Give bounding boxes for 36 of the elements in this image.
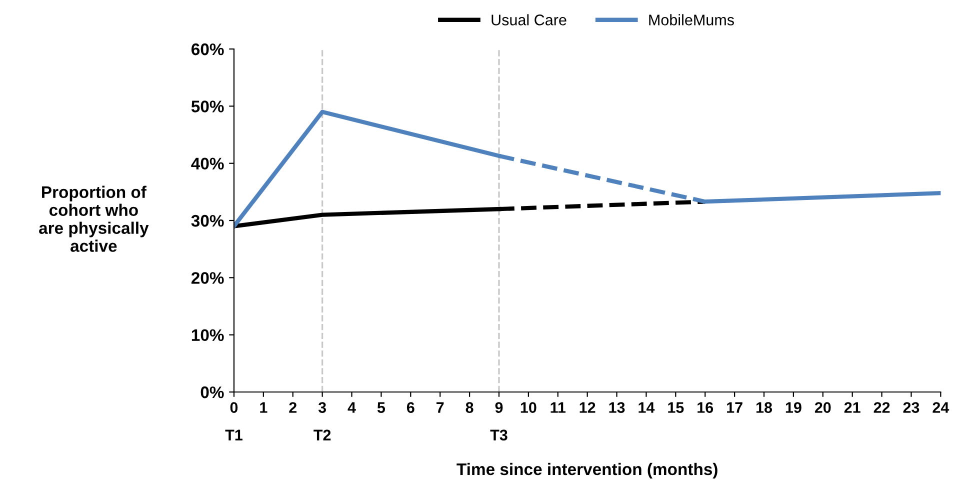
- x-tick-label: 7: [436, 402, 444, 413]
- x-tick-label: 10: [520, 402, 536, 413]
- x-tick-label: 5: [377, 402, 386, 413]
- y-tick-label: 40%: [191, 158, 224, 170]
- x-axis-title: Time since intervention (months): [456, 462, 718, 478]
- y-axis-title: Proportion of cohort who are physically active: [39, 186, 149, 252]
- x-tick-label: 3 T2: [314, 402, 331, 440]
- x-tick-label: 24: [932, 402, 950, 413]
- x-tick-label: 4: [348, 402, 356, 413]
- x-tick-label: 19: [786, 402, 802, 413]
- y-tick-label: 0%: [200, 386, 224, 398]
- y-tick-label: 20%: [191, 272, 224, 284]
- x-tick-label: 1: [260, 402, 268, 413]
- x-tick-label: 13: [609, 402, 625, 413]
- x-tick-label: 16: [698, 402, 714, 413]
- x-tick-label: 8: [466, 402, 474, 413]
- x-tick-label: 6: [406, 402, 414, 413]
- x-tick-label: 18: [756, 402, 772, 413]
- x-tick-label: 22: [874, 402, 890, 413]
- x-tick-label: 11: [550, 402, 566, 413]
- x-tick-label: 20: [814, 402, 831, 413]
- x-tick-label: 12: [580, 402, 596, 413]
- x-tick-label: 9 T3: [490, 402, 508, 440]
- x-tick-label: 2: [289, 402, 297, 413]
- legend-label: MobileMums: [649, 14, 734, 26]
- x-tick-label: 21: [844, 402, 860, 413]
- y-tick-label: 10%: [192, 329, 224, 342]
- legend-label: Usual Care: [492, 14, 566, 26]
- x-tick-label: 15: [668, 402, 684, 413]
- x-tick-label: 17: [727, 402, 742, 413]
- y-tick-label: 30%: [191, 214, 224, 227]
- x-tick-label: 14: [638, 402, 655, 413]
- y-tick-label: 50%: [191, 100, 224, 112]
- x-tick-label: 0 T1: [225, 402, 242, 440]
- y-tick-label: 60%: [192, 43, 224, 56]
- x-tick-label: 23: [903, 402, 920, 413]
